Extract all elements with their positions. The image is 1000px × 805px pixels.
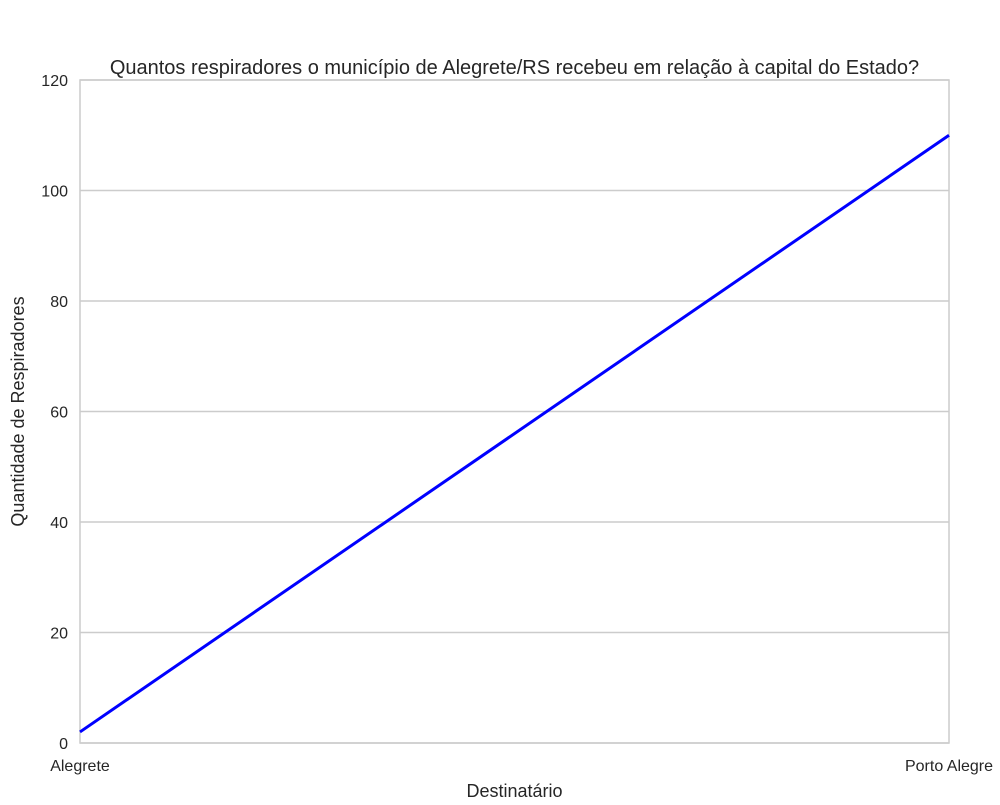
x-tick-label: Porto Alegre	[905, 758, 993, 775]
y-tick-label: 80	[50, 294, 68, 311]
y-tick-label: 120	[41, 73, 68, 90]
chart-title: Quantos respiradores o município de Aleg…	[110, 57, 919, 79]
y-axis-label: Quantidade de Respiradores	[8, 296, 28, 526]
series-line	[80, 135, 949, 732]
y-tick-label: 40	[50, 515, 68, 532]
x-axis-label: Destinatário	[466, 781, 562, 800]
y-tick-label: 100	[41, 184, 68, 201]
y-tick-label: 60	[50, 405, 68, 422]
y-tick-label: 0	[59, 736, 68, 753]
y-tick-label: 20	[50, 626, 68, 643]
x-tick-labels: Alegrete Porto Alegre	[50, 758, 993, 775]
y-tick-labels: 0 20 40 60 80 100 120	[41, 73, 68, 753]
x-tick-label: Alegrete	[50, 758, 110, 775]
series-layer	[80, 135, 949, 732]
